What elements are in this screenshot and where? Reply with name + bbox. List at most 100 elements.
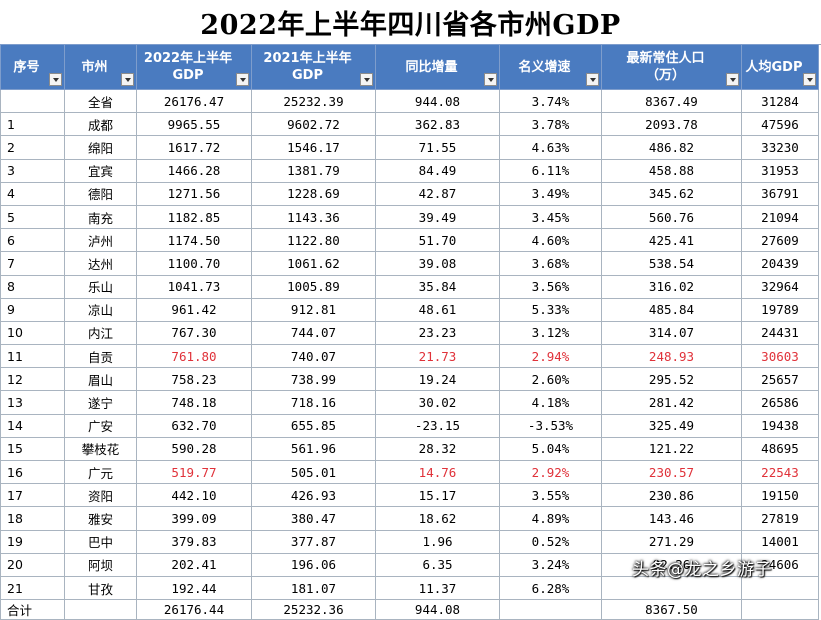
index-cell[interactable]: 21	[0, 575, 65, 601]
city-cell[interactable]: 巴中	[64, 529, 137, 554]
index-cell[interactable]: 8	[0, 274, 65, 299]
growth-cell[interactable]: 6.28%	[499, 575, 602, 601]
increase-cell[interactable]: 6.35	[375, 552, 500, 577]
per-capita-cell[interactable]: 21094	[741, 204, 819, 230]
increase-cell[interactable]: 23.23	[375, 320, 500, 346]
increase-cell[interactable]: 11.37	[375, 575, 500, 601]
total-gdp-2022[interactable]: 26176.44	[136, 599, 252, 620]
gdp-2021-cell[interactable]: 655.85	[251, 413, 376, 438]
index-cell[interactable]: 9	[0, 297, 65, 322]
filter-dropdown-icon[interactable]	[49, 73, 62, 86]
growth-cell[interactable]: 3.12%	[499, 320, 602, 346]
gdp-2021-cell[interactable]: 380.47	[251, 506, 376, 531]
total-increase[interactable]: 944.08	[375, 599, 500, 620]
city-cell[interactable]: 达州	[64, 251, 137, 276]
per-capita-cell[interactable]: 19438	[741, 413, 819, 438]
growth-cell[interactable]: 5.04%	[499, 436, 602, 462]
filter-dropdown-icon[interactable]	[236, 73, 249, 86]
increase-cell[interactable]: 39.08	[375, 251, 500, 276]
per-capita-cell[interactable]: 26586	[741, 390, 819, 415]
index-cell[interactable]: 18	[0, 506, 65, 531]
per-capita-cell[interactable]: 32964	[741, 274, 819, 299]
city-cell[interactable]: 南充	[64, 204, 137, 230]
population-cell[interactable]: 2093.78	[601, 112, 742, 137]
gdp-2021-cell[interactable]: 181.07	[251, 575, 376, 601]
city-cell[interactable]: 雅安	[64, 506, 137, 531]
city-cell[interactable]: 阿坝	[64, 552, 137, 577]
gdp-2021-cell[interactable]: 25232.39	[251, 88, 376, 114]
per-capita-cell[interactable]: 47596	[741, 112, 819, 137]
growth-cell[interactable]: 2.94%	[499, 344, 602, 369]
per-capita-cell[interactable]: 33230	[741, 135, 819, 160]
index-cell[interactable]: 1	[0, 112, 65, 137]
gdp-2021-cell[interactable]: 561.96	[251, 436, 376, 462]
growth-cell[interactable]: 5.33%	[499, 297, 602, 322]
city-cell[interactable]: 乐山	[64, 274, 137, 299]
per-capita-cell[interactable]: 27609	[741, 228, 819, 253]
per-capita-cell[interactable]: 14001	[741, 529, 819, 554]
gdp-2022-cell[interactable]: 442.10	[136, 483, 252, 508]
increase-cell[interactable]: 48.61	[375, 297, 500, 322]
index-cell[interactable]: 17	[0, 483, 65, 508]
per-capita-cell[interactable]: 20439	[741, 251, 819, 276]
population-cell[interactable]: 230.57	[601, 459, 742, 485]
total-city-cell[interactable]	[64, 599, 137, 620]
growth-cell[interactable]: 6.11%	[499, 158, 602, 183]
per-capita-cell[interactable]: 31284	[741, 88, 819, 114]
population-cell[interactable]: 271.29	[601, 529, 742, 554]
index-cell[interactable]: 12	[0, 367, 65, 392]
gdp-2021-cell[interactable]: 1143.36	[251, 204, 376, 230]
growth-cell[interactable]: 3.68%	[499, 251, 602, 276]
population-cell[interactable]: 560.76	[601, 204, 742, 230]
increase-cell[interactable]: 28.32	[375, 436, 500, 462]
gdp-2021-cell[interactable]: 9602.72	[251, 112, 376, 137]
gdp-2021-cell[interactable]: 1005.89	[251, 274, 376, 299]
city-cell[interactable]: 德阳	[64, 181, 137, 206]
gdp-2021-cell[interactable]: 1061.62	[251, 251, 376, 276]
gdp-2022-cell[interactable]: 758.23	[136, 367, 252, 392]
filter-dropdown-icon[interactable]	[803, 73, 816, 86]
gdp-2021-cell[interactable]: 718.16	[251, 390, 376, 415]
filter-dropdown-icon[interactable]	[360, 73, 373, 86]
population-cell[interactable]: 314.07	[601, 320, 742, 346]
growth-cell[interactable]: 0.52%	[499, 529, 602, 554]
gdp-2021-cell[interactable]: 377.87	[251, 529, 376, 554]
per-capita-cell[interactable]: 31953	[741, 158, 819, 183]
per-capita-cell[interactable]: 24431	[741, 320, 819, 346]
filter-dropdown-icon[interactable]	[121, 73, 134, 86]
filter-dropdown-icon[interactable]	[484, 73, 497, 86]
increase-cell[interactable]: 14.76	[375, 459, 500, 485]
per-capita-cell[interactable]: 19150	[741, 483, 819, 508]
city-cell[interactable]: 广元	[64, 459, 137, 485]
increase-cell[interactable]: 362.83	[375, 112, 500, 137]
increase-cell[interactable]: 71.55	[375, 135, 500, 160]
index-cell[interactable]: 3	[0, 158, 65, 183]
population-cell[interactable]: 82.26	[601, 552, 742, 577]
increase-cell[interactable]: 944.08	[375, 88, 500, 114]
growth-cell[interactable]: 4.18%	[499, 390, 602, 415]
growth-cell[interactable]: 2.92%	[499, 459, 602, 485]
gdp-2022-cell[interactable]: 399.09	[136, 506, 252, 531]
gdp-2022-cell[interactable]: 192.44	[136, 575, 252, 601]
population-cell[interactable]: 8367.49	[601, 88, 742, 114]
increase-cell[interactable]: 30.02	[375, 390, 500, 415]
population-cell[interactable]: 485.84	[601, 297, 742, 322]
city-cell[interactable]: 绵阳	[64, 135, 137, 160]
total-growth-cell[interactable]	[499, 599, 602, 620]
index-cell[interactable]: 4	[0, 181, 65, 206]
gdp-2021-cell[interactable]: 740.07	[251, 344, 376, 369]
per-capita-cell[interactable]: 30603	[741, 344, 819, 369]
increase-cell[interactable]: 19.24	[375, 367, 500, 392]
gdp-2022-cell[interactable]: 761.80	[136, 344, 252, 369]
index-cell[interactable]: 7	[0, 251, 65, 276]
filter-dropdown-icon[interactable]	[586, 73, 599, 86]
gdp-2021-cell[interactable]: 196.06	[251, 552, 376, 577]
index-cell[interactable]: 16	[0, 459, 65, 485]
growth-cell[interactable]: 4.63%	[499, 135, 602, 160]
city-cell[interactable]: 眉山	[64, 367, 137, 392]
city-cell[interactable]: 攀枝花	[64, 436, 137, 462]
gdp-2021-cell[interactable]: 505.01	[251, 459, 376, 485]
increase-cell[interactable]: 51.70	[375, 228, 500, 253]
gdp-2021-cell[interactable]: 1546.17	[251, 135, 376, 160]
index-cell[interactable]: 15	[0, 436, 65, 462]
